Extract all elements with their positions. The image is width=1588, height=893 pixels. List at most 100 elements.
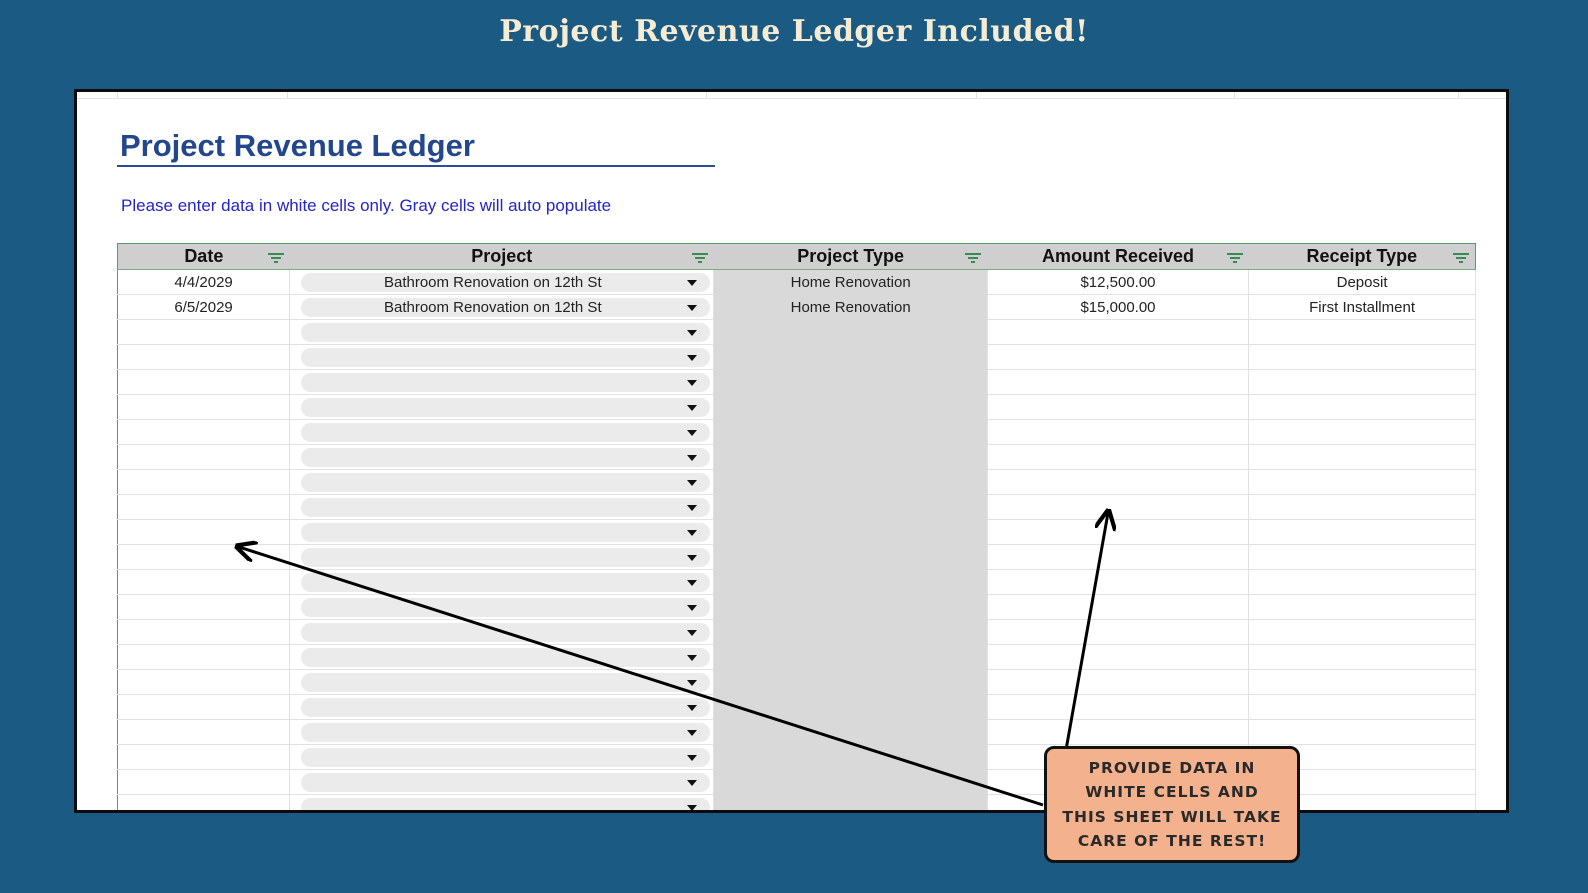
amount-cell[interactable] [987,594,1250,620]
chevron-down-icon[interactable] [687,430,698,436]
date-cell[interactable] [117,644,291,670]
project-cell[interactable] [289,569,715,595]
chevron-down-icon[interactable] [687,355,698,361]
amount-cell[interactable] [987,644,1250,670]
chevron-down-icon[interactable] [687,630,698,636]
project-cell[interactable] [289,769,715,795]
project-dropdown[interactable] [301,523,711,542]
project-dropdown[interactable] [301,698,711,717]
receipt-type-cell[interactable] [1248,444,1476,470]
filter-icon[interactable] [267,253,284,263]
project-cell[interactable] [289,594,715,620]
chevron-down-icon[interactable] [687,405,698,411]
amount-cell[interactable] [987,369,1250,395]
chevron-down-icon[interactable] [687,505,698,511]
receipt-type-cell[interactable] [1248,644,1476,670]
receipt-type-cell[interactable] [1248,319,1476,345]
filter-icon[interactable] [965,253,982,263]
project-cell[interactable] [289,469,715,495]
chevron-down-icon[interactable] [687,705,698,711]
project-cell[interactable] [289,544,715,570]
receipt-type-cell[interactable]: First Installment [1248,294,1476,320]
date-cell[interactable] [117,319,291,345]
chevron-down-icon[interactable] [687,455,698,461]
chevron-down-icon[interactable] [687,655,698,661]
project-dropdown[interactable] [301,648,711,667]
chevron-down-icon[interactable] [687,755,698,761]
date-cell[interactable] [117,694,291,720]
date-cell[interactable]: 6/5/2029 [117,294,291,320]
amount-cell[interactable] [987,569,1250,595]
date-cell[interactable] [117,744,291,770]
amount-cell[interactable]: $12,500.00 [987,269,1250,295]
amount-cell[interactable] [987,619,1250,645]
receipt-type-cell[interactable] [1248,344,1476,370]
chevron-down-icon[interactable] [687,780,698,786]
project-cell[interactable]: Bathroom Renovation on 12th St [289,269,715,295]
receipt-type-cell[interactable] [1248,394,1476,420]
receipt-type-cell[interactable] [1248,694,1476,720]
project-cell[interactable] [289,619,715,645]
project-dropdown[interactable] [301,448,711,467]
amount-cell[interactable] [987,719,1250,745]
amount-cell[interactable]: $15,000.00 [987,294,1250,320]
project-dropdown[interactable] [301,398,711,417]
date-cell[interactable] [117,444,291,470]
receipt-type-cell[interactable] [1248,469,1476,495]
filter-icon[interactable] [1453,253,1469,263]
date-cell[interactable] [117,519,291,545]
project-cell[interactable]: Bathroom Renovation on 12th St [289,294,715,320]
amount-cell[interactable] [987,519,1250,545]
chevron-down-icon[interactable] [687,805,698,810]
project-dropdown[interactable] [301,748,711,767]
project-dropdown[interactable] [301,548,711,567]
project-cell[interactable] [289,369,715,395]
chevron-down-icon[interactable] [687,680,698,686]
project-cell[interactable] [289,719,715,745]
chevron-down-icon[interactable] [687,580,698,586]
project-dropdown[interactable] [301,573,711,592]
project-cell[interactable] [289,419,715,445]
date-cell[interactable] [117,719,291,745]
receipt-type-cell[interactable] [1248,669,1476,695]
project-dropdown[interactable] [301,373,711,392]
project-dropdown[interactable] [301,773,711,792]
receipt-type-cell[interactable] [1248,719,1476,745]
receipt-type-cell[interactable] [1248,794,1476,810]
receipt-type-cell[interactable] [1248,569,1476,595]
project-dropdown[interactable] [301,323,711,342]
project-dropdown[interactable] [301,798,711,810]
date-cell[interactable] [117,469,291,495]
chevron-down-icon[interactable] [687,530,698,536]
amount-cell[interactable] [987,694,1250,720]
amount-cell[interactable] [987,444,1250,470]
receipt-type-cell[interactable] [1248,494,1476,520]
chevron-down-icon[interactable] [687,280,698,286]
project-cell[interactable] [289,744,715,770]
chevron-down-icon[interactable] [687,730,698,736]
receipt-type-cell[interactable] [1248,519,1476,545]
receipt-type-cell[interactable] [1248,419,1476,445]
receipt-type-cell[interactable] [1248,594,1476,620]
project-cell[interactable] [289,519,715,545]
project-cell[interactable] [289,694,715,720]
project-dropdown[interactable]: Bathroom Renovation on 12th St [301,298,711,317]
project-dropdown[interactable] [301,348,711,367]
project-dropdown[interactable] [301,623,711,642]
project-cell[interactable] [289,394,715,420]
project-dropdown[interactable] [301,423,711,442]
project-cell[interactable] [289,794,715,810]
receipt-type-cell[interactable] [1248,619,1476,645]
project-dropdown[interactable] [301,673,711,692]
date-cell[interactable] [117,769,291,795]
date-cell[interactable] [117,394,291,420]
amount-cell[interactable] [987,469,1250,495]
date-cell[interactable] [117,419,291,445]
date-cell[interactable] [117,369,291,395]
project-dropdown[interactable] [301,723,711,742]
date-cell[interactable] [117,794,291,810]
project-cell[interactable] [289,494,715,520]
project-dropdown[interactable] [301,498,711,517]
chevron-down-icon[interactable] [687,555,698,561]
filter-icon[interactable] [1226,253,1243,263]
